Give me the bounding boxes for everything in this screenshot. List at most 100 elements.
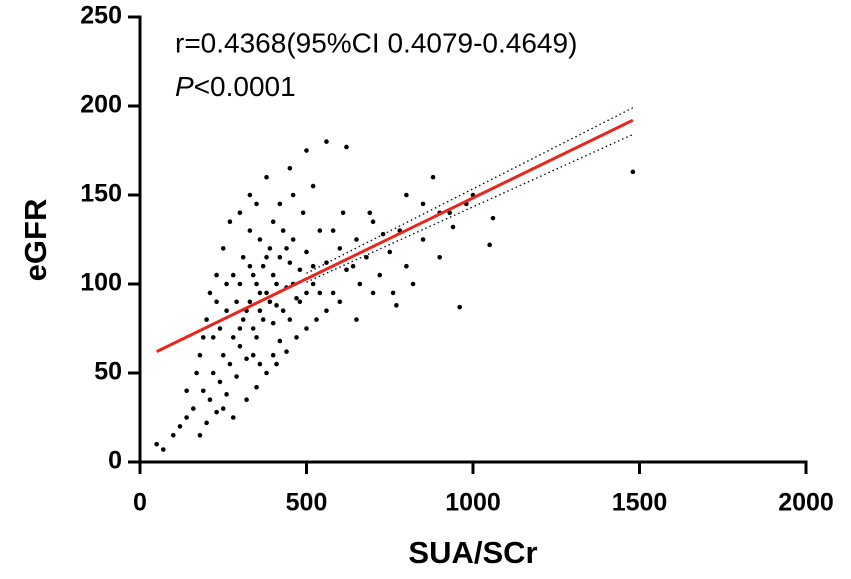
x-tick-label: 2000 [778,489,834,517]
point [247,228,253,233]
point [284,349,289,354]
fit-line [155,118,634,353]
point [270,352,276,358]
point [210,370,216,376]
point [287,166,293,171]
point [267,299,273,305]
point [310,281,316,287]
point [237,281,243,287]
point [214,409,219,415]
point [284,246,289,251]
point [304,290,309,296]
point [290,237,296,242]
point [250,272,256,278]
point [270,320,276,326]
point [161,447,166,452]
y-tick-label: 200 [80,91,122,119]
point [237,344,243,349]
point [171,433,176,438]
point [297,299,303,305]
point [277,201,283,207]
point [344,144,349,150]
point [490,215,496,221]
point [274,281,279,287]
point [350,263,356,269]
point [230,272,236,278]
y-tick-label: 0 [108,447,122,475]
point [254,384,259,390]
y-tick-label: 150 [80,180,122,208]
point [260,317,266,322]
point [247,263,253,269]
point [317,290,323,296]
point [274,361,279,367]
point [210,335,216,340]
point [274,303,279,308]
point [287,260,293,265]
point [184,415,189,420]
point [240,254,246,260]
point [257,308,263,314]
annotation: r=0.4368(95%CI 0.4079-0.4649) [175,27,577,58]
point [290,192,296,198]
point [310,263,316,269]
point [234,374,239,379]
y-tick-label: 250 [80,2,122,30]
point [207,290,213,296]
point [294,335,299,340]
x-tick-label: 1500 [612,489,668,517]
point [390,290,396,296]
point [370,290,376,296]
point [297,267,303,273]
point [294,295,299,301]
point [404,263,409,269]
ci-line [306,107,634,274]
point [240,317,246,322]
point [450,224,456,230]
point [264,370,269,376]
x-tick-label: 500 [286,489,328,517]
point [337,299,343,305]
point [244,397,249,403]
point [257,237,263,242]
point [264,254,269,260]
point [330,290,336,296]
y-tick-label: 100 [80,269,122,297]
point [224,392,229,397]
point [437,254,443,260]
point [257,290,263,296]
point [254,201,259,207]
point [430,174,436,180]
point [247,192,253,198]
point [197,433,203,438]
point [234,299,239,305]
point [344,267,349,273]
point [230,415,236,420]
point [277,254,283,260]
point [304,249,309,255]
point [357,281,363,287]
point [394,303,399,308]
point [220,406,226,411]
point [304,326,309,331]
point [270,219,276,224]
point [404,192,409,198]
point [260,263,266,269]
point [227,219,233,224]
y-tick-label: 50 [94,358,122,386]
point [224,281,229,287]
x-tick-label: 1000 [445,489,501,517]
y-axis-label: eGFR [18,199,53,282]
point [270,272,276,278]
point [237,210,243,216]
point [340,210,346,216]
point [300,210,306,216]
point [377,272,383,278]
point [217,379,223,385]
point [200,335,206,340]
point [447,210,452,216]
point [354,237,359,242]
point [217,326,223,331]
point [420,201,426,207]
